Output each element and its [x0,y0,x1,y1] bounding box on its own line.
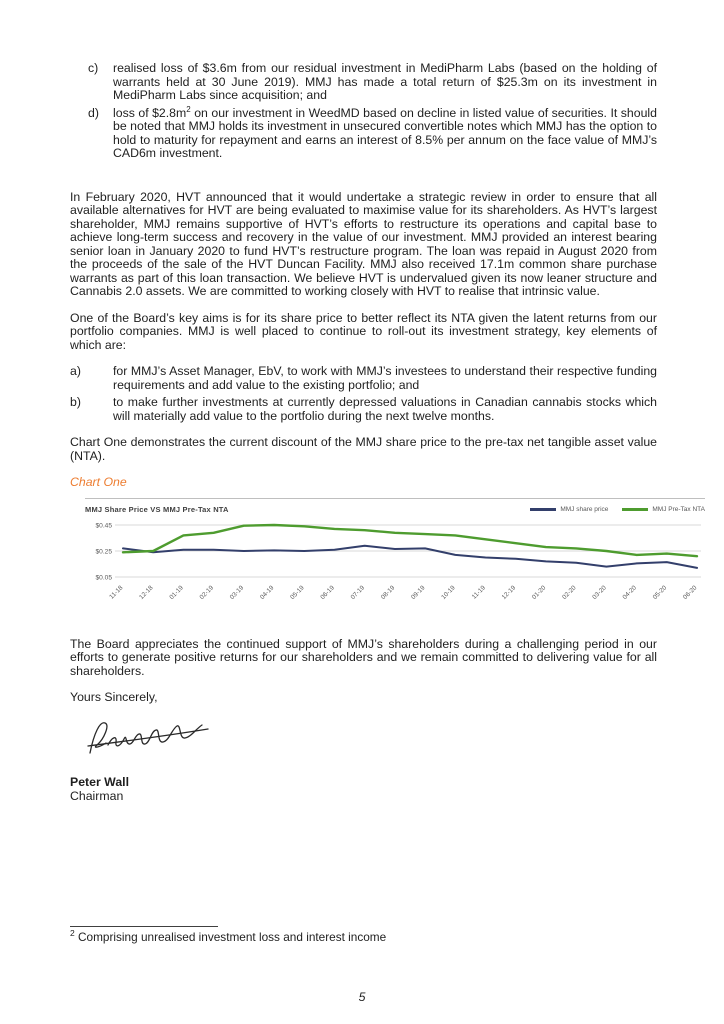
page-content: c) realised loss of $3.6m from our resid… [70,61,705,803]
svg-text:01-19: 01-19 [168,584,185,601]
signatory-name: Peter Wall [70,775,129,789]
svg-text:09-19: 09-19 [410,584,427,601]
list-item-text: to make further investments at currently… [113,395,657,423]
list-item-text: for MMJ’s Asset Manager, EbV, to work wi… [113,364,657,392]
svg-text:11-18: 11-18 [108,584,124,600]
footnote-body: Comprising unrealised investment loss an… [74,930,387,944]
paragraph-board-thanks: The Board appreciates the continued supp… [70,636,657,678]
svg-text:$0.25: $0.25 [95,548,112,555]
signature-scribble [87,721,209,754]
svg-text:04-20: 04-20 [621,584,638,601]
svg-text:05-20: 05-20 [652,584,669,601]
text-after-footnote-ref: on our investment in WeedMD based on dec… [113,105,657,160]
chart-one: MMJ Share Price VS MMJ Pre-Tax NTA MMJ s… [85,497,705,612]
list-item-c: c) realised loss of $3.6m from our resid… [70,61,657,103]
svg-text:12-19: 12-19 [501,584,518,601]
footnote-marker: 2 [70,928,75,939]
text-before-footnote-ref: loss of $2.8m [113,105,187,120]
svg-text:02-20: 02-20 [561,584,578,601]
svg-text:08-19: 08-19 [380,584,397,601]
svg-text:04-19: 04-19 [259,584,276,601]
list-marker: a) [70,364,81,378]
line-chart: $0.45 $0.25 $0.05 11-18 12-18 01-19 02-19 03-19… [95,522,701,601]
svg-text:07-19: 07-19 [350,584,367,601]
svg-text:01-20: 01-20 [531,584,548,601]
paragraph-board-aims: One of the Board’s key aims is for its s… [70,310,657,352]
svg-text:06-20: 06-20 [682,584,699,601]
svg-text:03-19: 03-19 [229,584,246,601]
signature-image [84,715,657,771]
chart-header: MMJ Share Price VS MMJ Pre-Tax NTA MMJ s… [85,503,705,517]
list-item-text: loss of $2.8m2 on our investment in Weed… [113,104,657,161]
svg-text:$0.45: $0.45 [95,522,112,529]
svg-text:06-19: 06-19 [319,584,336,601]
svg-text:11-19: 11-19 [471,584,487,600]
list-item-d: d) loss of $2.8m2 on our investment in W… [70,104,657,161]
chart-title: MMJ Share Price VS MMJ Pre-Tax NTA [85,504,229,514]
chart-one-caption: Chart One [70,475,127,489]
svg-text:12-18: 12-18 [138,584,155,601]
legend-label: MMJ share price [560,505,609,513]
svg-text:02-19: 02-19 [199,584,216,601]
page-number: 5 [358,990,366,1004]
list-item-a: a) for MMJ’s Asset Manager, EbV, to work… [70,364,657,392]
signatory-title: Chairman [70,788,124,803]
closing-salutation: Yours Sincerely, [70,690,158,704]
paragraph-hvt-review: In February 2020, HVT announced that it … [70,189,657,298]
legend-label: MMJ Pre-Tax NTA [652,505,705,513]
chart-legend: MMJ share price MMJ Pre-Tax NTA [530,503,705,517]
footnote-divider [70,926,218,927]
footnote: 2 Comprising unrealised investment loss … [70,926,657,945]
legend-item: MMJ Pre-Tax NTA [622,503,705,517]
legend-line-swatch [530,507,557,511]
legend-line-swatch [622,507,649,511]
list-item-text: realised loss of $3.6m from our residual… [113,61,657,102]
paragraph-chart-intro: Chart One demonstrates the current disco… [70,435,657,463]
svg-text:$0.05: $0.05 [95,574,112,581]
list-marker: d) [88,105,99,120]
footnote-text: 2 Comprising unrealised investment loss … [70,928,657,945]
list-item-b: b) to make further investments at curren… [70,395,657,423]
legend-item: MMJ share price [530,503,608,517]
footnote-reference: 2 [186,104,191,114]
svg-text:05-19: 05-19 [289,584,306,601]
list-marker: c) [88,61,99,75]
list-marker: b) [70,395,81,409]
svg-text:10-19: 10-19 [440,584,457,601]
svg-text:03-20: 03-20 [591,584,608,601]
